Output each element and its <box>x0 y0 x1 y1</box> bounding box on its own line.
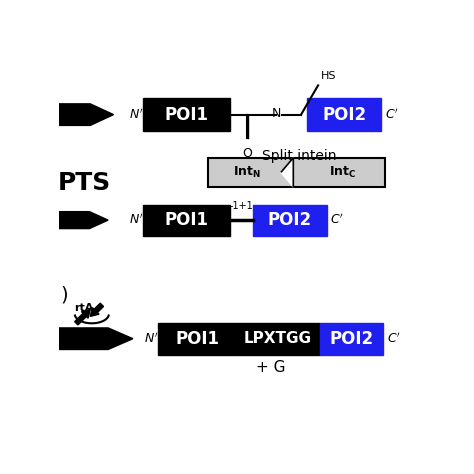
Polygon shape <box>281 158 293 187</box>
Text: $N'$: $N'$ <box>145 331 159 346</box>
FancyBboxPatch shape <box>253 205 327 236</box>
FancyArrow shape <box>55 104 113 126</box>
Text: -1+1: -1+1 <box>229 201 253 211</box>
FancyBboxPatch shape <box>143 205 230 236</box>
Text: O: O <box>242 147 252 160</box>
Text: POI2: POI2 <box>322 106 366 124</box>
Text: HS: HS <box>321 71 337 81</box>
Text: + G: + G <box>256 360 285 375</box>
Text: $C'$: $C'$ <box>387 331 401 346</box>
FancyArrow shape <box>55 328 133 349</box>
Text: $N'$: $N'$ <box>129 108 144 122</box>
Text: $\mathbf{Int_N}$: $\mathbf{Int_N}$ <box>233 165 261 180</box>
Text: $C'$: $C'$ <box>330 213 345 228</box>
FancyArrow shape <box>90 303 103 316</box>
FancyBboxPatch shape <box>143 99 230 131</box>
Text: ): ) <box>61 285 68 304</box>
Text: POI1: POI1 <box>164 106 209 124</box>
Text: POI1: POI1 <box>175 330 219 348</box>
Text: POI2: POI2 <box>268 211 312 229</box>
Text: Split intein: Split intein <box>262 149 337 163</box>
Text: N: N <box>272 107 281 119</box>
FancyBboxPatch shape <box>307 99 381 131</box>
FancyArrow shape <box>75 310 90 325</box>
Text: $\mathbf{Int_C}$: $\mathbf{Int_C}$ <box>329 165 356 180</box>
Text: POI2: POI2 <box>329 330 374 348</box>
FancyBboxPatch shape <box>236 322 319 355</box>
Text: LPXTGG: LPXTGG <box>244 331 312 346</box>
Text: rtA: rtA <box>74 303 94 313</box>
FancyBboxPatch shape <box>208 158 385 187</box>
Text: PTS: PTS <box>58 171 111 195</box>
FancyArrow shape <box>55 212 108 228</box>
FancyBboxPatch shape <box>158 322 236 355</box>
Text: POI1: POI1 <box>164 211 209 229</box>
FancyBboxPatch shape <box>319 322 383 355</box>
Text: $N'$: $N'$ <box>129 213 144 228</box>
Text: $C'$: $C'$ <box>385 108 399 122</box>
